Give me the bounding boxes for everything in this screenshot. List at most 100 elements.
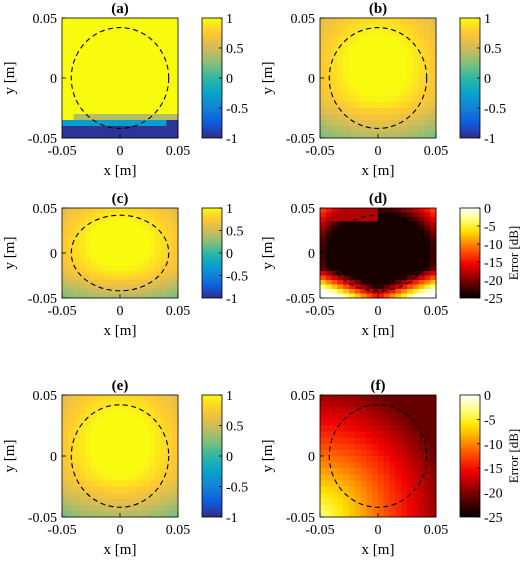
heatmap-cell (85, 289, 92, 294)
heatmap-cell (354, 42, 362, 49)
heatmap-cell (349, 120, 356, 127)
heatmap-cell (343, 492, 350, 500)
heatmap-cell (366, 284, 373, 290)
heatmap-cell (149, 425, 156, 433)
heatmap-cell (154, 96, 162, 103)
heatmap-cell (91, 468, 98, 475)
heatmap-cell (137, 275, 144, 281)
heatmap-cell (149, 395, 156, 402)
heatmap-cell (424, 78, 431, 85)
heatmap-cell (137, 443, 144, 451)
heatmap-cell (149, 510, 156, 518)
heatmap-cell (418, 72, 425, 79)
panel-title: (d) (369, 191, 387, 207)
heatmap-cell (325, 66, 333, 73)
heatmap-cell (79, 78, 86, 85)
heatmap-cell (412, 271, 420, 276)
heatmap-cell (372, 262, 379, 267)
heatmap-cell (430, 108, 437, 115)
heatmap-cell (62, 486, 69, 494)
heatmap-cell (418, 212, 425, 218)
heatmap-cell (430, 96, 437, 103)
heatmap-cell (395, 486, 402, 494)
heatmap-cell (418, 132, 425, 139)
heatmap-cell (360, 413, 367, 420)
heatmap-cell (372, 84, 379, 91)
panel-title: (b) (369, 1, 387, 17)
heatmap-cell (320, 96, 327, 103)
heatmap-cell (337, 212, 344, 218)
heatmap-cell (160, 96, 167, 103)
heatmap-cell (349, 480, 356, 487)
heatmap-cell (401, 492, 408, 500)
heatmap-cell (73, 102, 80, 109)
heatmap-cell (395, 262, 402, 267)
heatmap-cell (366, 36, 373, 43)
heatmap-cell (424, 102, 431, 109)
heatmap-cell (343, 78, 350, 85)
heatmap-cell (120, 462, 127, 469)
heatmap-cell (424, 262, 431, 267)
heatmap-cell (73, 456, 80, 463)
heatmap-cell (143, 449, 150, 457)
heatmap-cell (67, 443, 75, 451)
heatmap-cell (430, 480, 437, 487)
heatmap-cell (337, 293, 344, 299)
heatmap-cell (96, 235, 104, 240)
heatmap-cell (343, 208, 350, 213)
heatmap-cell (125, 504, 133, 512)
heatmap-cell (67, 293, 75, 299)
heatmap-cell (331, 244, 338, 249)
heatmap-cell (120, 492, 127, 500)
heatmap-cell (62, 449, 69, 457)
heatmap-cell (114, 90, 121, 97)
heatmap-cell (349, 443, 356, 451)
heatmap-cell (337, 36, 344, 43)
heatmap-cell (166, 48, 173, 55)
heatmap-cell (366, 280, 373, 285)
heatmap-cell (73, 18, 80, 25)
heatmap-cell (378, 230, 385, 236)
heatmap-cell (73, 271, 80, 276)
heatmap-cell (131, 114, 138, 121)
heatmap-cell (143, 248, 150, 254)
heatmap-cell (366, 492, 373, 500)
heatmap-cell (378, 266, 385, 272)
heatmap-cell (143, 217, 150, 222)
heatmap-cells (62, 18, 179, 139)
heatmap-cell (67, 462, 75, 469)
heatmap-cell (160, 407, 167, 414)
heatmap-cell (407, 480, 414, 487)
heatmap-cell (383, 498, 391, 506)
heatmap-cell (395, 24, 402, 31)
heatmap-cell (102, 486, 109, 494)
heatmap-cell (331, 401, 338, 408)
heatmap-cell (85, 230, 92, 236)
heatmap-cell (389, 212, 396, 218)
heatmap-cell (401, 42, 408, 49)
heatmap-cell (166, 208, 173, 213)
heatmap-cell (120, 132, 127, 139)
heatmap-cell (114, 280, 121, 285)
heatmap-cell (67, 504, 75, 512)
heatmap-cell (85, 226, 92, 231)
heatmap-cell (120, 244, 127, 249)
heatmap-cell (131, 221, 138, 227)
heatmap-cell (85, 443, 92, 451)
heatmap-cell (395, 54, 402, 61)
heatmap-cell (85, 401, 92, 408)
heatmap-cell (73, 401, 80, 408)
heatmap-cell (120, 468, 127, 475)
heatmap-cell (407, 239, 414, 245)
heatmap-cell (366, 248, 373, 254)
heatmap-cell (354, 498, 362, 506)
heatmap-cell (108, 114, 115, 121)
x-tick-label: -0.05 (305, 144, 334, 159)
heatmap-cell (360, 289, 367, 294)
heatmap-cell (73, 212, 80, 218)
heatmap-cell (430, 486, 437, 494)
heatmap-cell (401, 419, 408, 426)
heatmap-cell (320, 480, 327, 487)
heatmap-cell (96, 126, 104, 133)
heatmap-cell (143, 30, 150, 37)
